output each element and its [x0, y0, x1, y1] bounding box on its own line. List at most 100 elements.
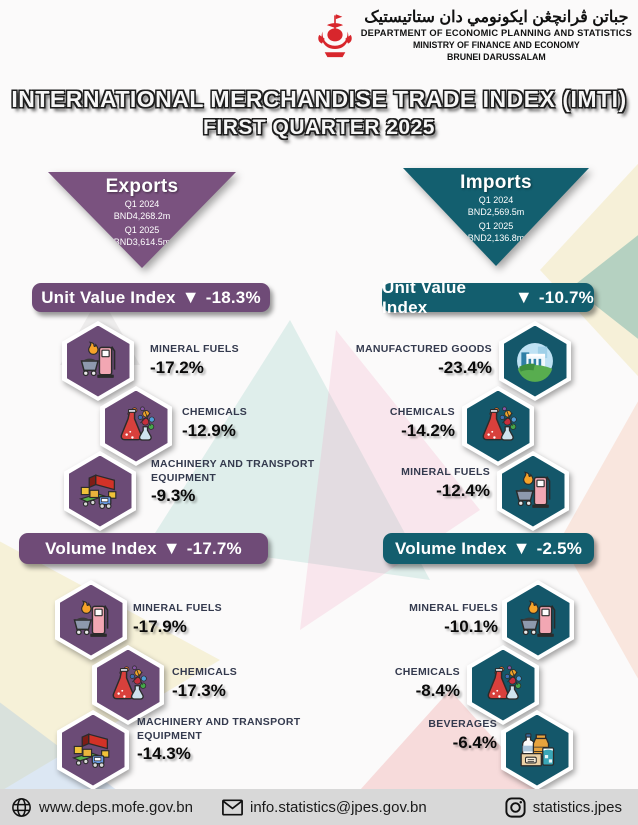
exports-vol-item-3: MACHINERY AND TRANSPORT EQUIPMENT -14.3%: [137, 716, 332, 764]
hexagon-exports-uvi-chemicals: [100, 386, 172, 466]
exports-vol-label: Volume Index: [45, 538, 157, 558]
imports-q1-2025-label: Q1 2025: [478, 221, 514, 232]
exports-uvi-change: -18.3%: [205, 287, 261, 307]
header: جباتن ڤرانچڠن ايكونومي دان ستاتيستيک DEP…: [316, 7, 632, 65]
mineral-fuels-icon: [75, 338, 121, 384]
exports-uvi-item-3: MACHINERY AND TRANSPORT EQUIPMENT -9.3%: [151, 458, 341, 506]
imports-q1-2024-label: Q1 2024: [478, 195, 514, 205]
exports-vol-item-2: CHEMICALS -17.3%: [172, 666, 237, 700]
category-name: MINERAL FUELS: [150, 343, 239, 355]
category-change: -9.3%: [151, 486, 196, 506]
manufactured-goods-icon: [512, 338, 558, 384]
exports-triangle: Exports Q1 2024 BND4,268.2m Q1 2025 BND3…: [48, 172, 236, 268]
imports-uvi-label: Unit Value Index: [382, 277, 467, 317]
imports-uvi-item-1: MANUFACTURED GOODS -23.4%: [356, 343, 492, 377]
footer-email-text: info.statistics@jpes.gov.bn: [249, 798, 427, 816]
hexagon-exports-vol-machinery: [57, 710, 129, 790]
envelope-icon: [222, 798, 243, 816]
country-name: BRUNEI DARUSSALAM: [447, 51, 546, 62]
category-name: MINERAL FUELS: [409, 602, 498, 614]
exports-uvi-label: Unit Value Index: [41, 287, 176, 307]
category-change: -17.3%: [172, 680, 226, 700]
category-change: -12.4%: [436, 480, 490, 500]
hexagon-exports-uvi-mineral-fuels: [62, 321, 134, 401]
category-change: -10.1%: [444, 616, 498, 636]
footer-website-text: www.deps.mofe.gov.bn: [39, 798, 193, 816]
category-name: MINERAL FUELS: [401, 466, 490, 478]
hexagon-imports-vol-beverages: [501, 710, 573, 790]
category-change: -12.9%: [182, 420, 236, 440]
page-title-line1: INTERNATIONAL MERCHANDISE TRADE INDEX (I…: [11, 86, 627, 112]
mineral-fuels-icon: [515, 597, 561, 643]
down-arrow-icon: ▼: [162, 537, 181, 558]
chemicals-icon: [475, 403, 521, 449]
category-name: MACHINERY AND TRANSPORT EQUIPMENT: [151, 458, 315, 484]
imports-q1-2025-value: BND2,136.8m: [467, 233, 525, 244]
hexagon-imports-vol-mineral-fuels: [502, 580, 574, 660]
down-arrow-icon: ▼: [512, 537, 531, 558]
machinery-transport-icon: [70, 727, 116, 773]
footer: www.deps.mofe.gov.bn info.statistics@jpe…: [0, 789, 638, 825]
chemicals-icon: [105, 662, 151, 708]
imports-vol-change: -2.5%: [536, 538, 583, 558]
imports-vol-item-2: CHEMICALS -8.4%: [395, 666, 460, 700]
exports-q1-2025-label: Q1 2025: [124, 225, 160, 236]
category-name: MACHINERY AND TRANSPORT EQUIPMENT: [137, 716, 301, 742]
exports-vol-item-1: MINERAL FUELS -17.9%: [133, 602, 222, 636]
imports-title: Imports: [460, 172, 532, 193]
department-name: DEPARTMENT OF ECONOMIC PLANNING AND STAT…: [360, 28, 632, 39]
category-change: -23.4%: [438, 357, 492, 377]
footer-website-link[interactable]: www.deps.mofe.gov.bn: [10, 796, 193, 819]
category-change: -17.9%: [133, 616, 187, 636]
brunei-crest-icon: [318, 14, 352, 58]
category-change: -14.2%: [401, 420, 455, 440]
hexagon-imports-uvi-chemicals: [462, 386, 534, 466]
imports-vol-item-3: BEVERAGES -6.4%: [428, 718, 497, 752]
hexagon-imports-vol-chemicals: [467, 645, 539, 725]
mineral-fuels-icon: [68, 597, 114, 643]
globe-icon: [12, 797, 31, 817]
category-name: CHEMICALS: [172, 666, 238, 678]
imports-volume-index-banner: Volume Index ▼ -2.5%: [383, 533, 594, 564]
imports-triangle: Imports Q1 2024 BND2,569.5m Q1 2025 BND2…: [403, 168, 589, 266]
exports-volume-index-banner: Volume Index ▼ -17.7%: [19, 533, 268, 564]
footer-instagram-link[interactable]: statistics.jpes: [504, 796, 622, 819]
imports-uvi-item-3: MINERAL FUELS -12.4%: [401, 466, 490, 500]
beverages-icon: [514, 727, 560, 773]
category-name: CHEMICALS: [394, 666, 460, 678]
department-name-jawi: جباتن ڤرانچڠن ايكونومي دان ستاتيستيک: [364, 9, 629, 27]
imports-uvi-item-2: CHEMICALS -14.2%: [390, 406, 455, 440]
category-name: MANUFACTURED GOODS: [355, 343, 492, 355]
category-name: BEVERAGES: [428, 718, 497, 730]
exports-q1-2024-value: BND4,268.2m: [113, 210, 171, 221]
down-arrow-icon: ▼: [181, 286, 200, 307]
exports-title: Exports: [105, 176, 179, 197]
category-change: -8.4%: [415, 680, 460, 700]
hexagon-exports-vol-chemicals: [92, 645, 164, 725]
hexagon-exports-vol-mineral-fuels: [55, 580, 127, 660]
chemicals-icon: [480, 662, 526, 708]
imports-q1-2024-value: BND2,569.5m: [467, 206, 525, 217]
category-name: CHEMICALS: [389, 406, 455, 418]
mineral-fuels-icon: [510, 468, 556, 514]
exports-uvi-item-2: CHEMICALS -12.9%: [182, 406, 247, 440]
exports-uvi-item-1: MINERAL FUELS -17.2%: [150, 343, 239, 377]
hexagon-exports-uvi-machinery: [64, 451, 136, 531]
category-change: -6.4%: [452, 732, 497, 752]
chemicals-icon: [113, 403, 159, 449]
exports-vol-change: -17.7%: [186, 538, 242, 558]
page-title-line2: FIRST QUARTER 2025: [203, 116, 435, 139]
hexagon-imports-uvi-manufactured-goods: [499, 321, 571, 401]
footer-email-link[interactable]: info.statistics@jpes.gov.bn: [221, 796, 427, 819]
down-arrow-icon: ▼: [514, 286, 533, 307]
instagram-icon: [505, 796, 526, 818]
exports-q1-2024-label: Q1 2024: [124, 199, 160, 209]
machinery-transport-icon: [77, 468, 123, 514]
imports-vol-item-1: MINERAL FUELS -10.1%: [409, 602, 498, 636]
category-name: MINERAL FUELS: [133, 602, 222, 614]
category-name: CHEMICALS: [182, 406, 248, 418]
imports-unit-value-index-banner: Unit Value Index ▼ -10.7%: [382, 278, 594, 317]
imports-vol-label: Volume Index: [394, 538, 507, 558]
ministry-name: MINISTRY OF FINANCE AND ECONOMY: [412, 39, 580, 50]
